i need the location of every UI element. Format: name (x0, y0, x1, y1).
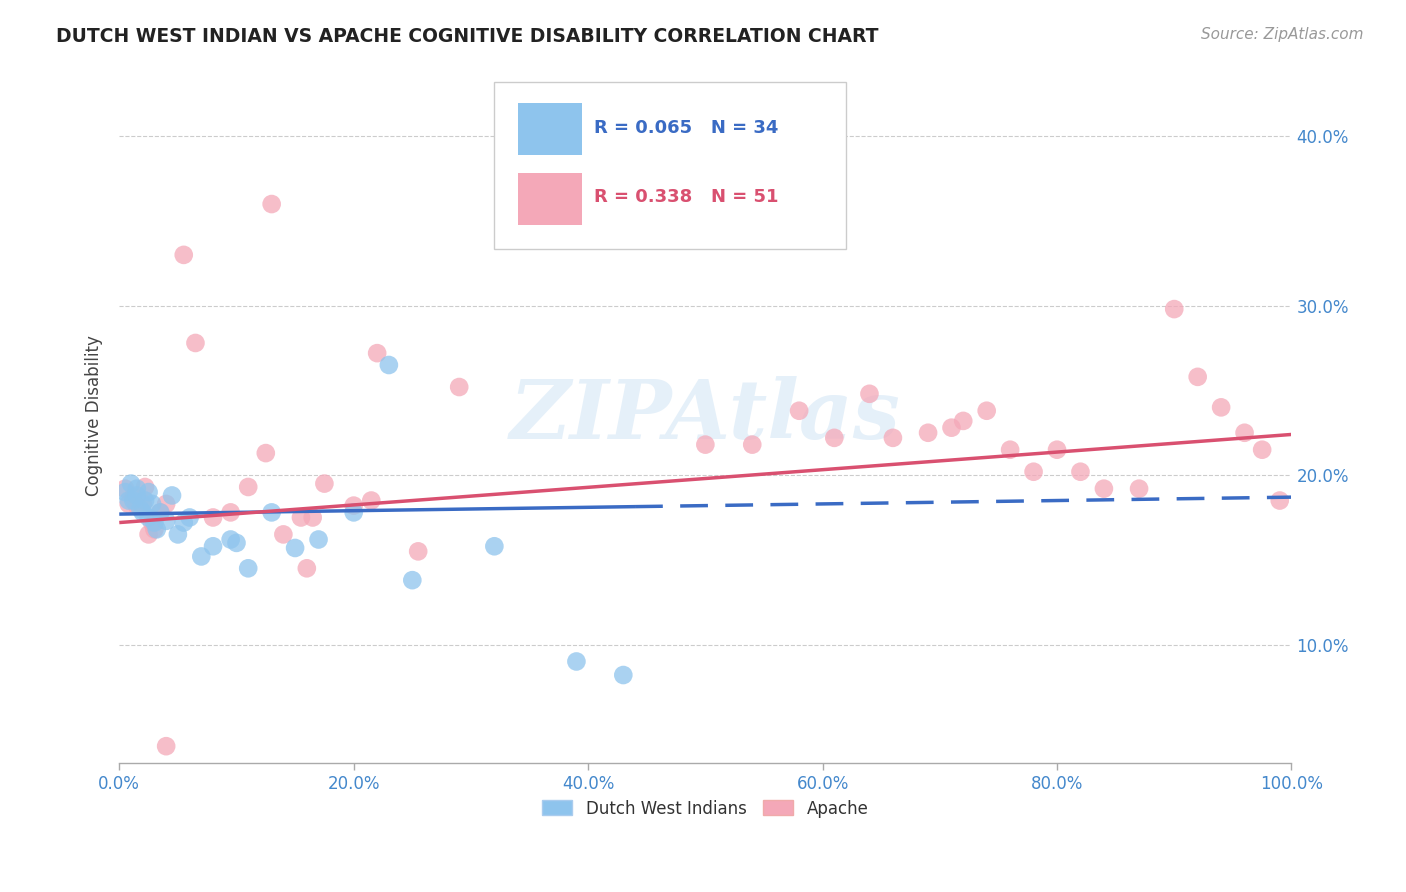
Point (173, 516, 195, 530)
Point (155, 497, 177, 511)
Point (132, 505, 155, 519)
Point (787, 403, 810, 417)
Point (378, 358, 401, 372)
Point (301, 510, 323, 524)
Text: DUTCH WEST INDIAN VS APACHE COGNITIVE DISABILITY CORRELATION CHART: DUTCH WEST INDIAN VS APACHE COGNITIVE DI… (56, 27, 879, 45)
Point (449, 380, 471, 394)
Point (138, 527, 160, 541)
Point (823, 431, 845, 445)
Point (155, 514, 177, 528)
Point (146, 522, 169, 536)
Point (976, 403, 998, 417)
Text: R = 0.065   N = 34: R = 0.065 N = 34 (593, 119, 779, 136)
Point (238, 480, 260, 494)
FancyBboxPatch shape (517, 103, 582, 155)
Point (1187, 369, 1209, 384)
Point (143, 522, 166, 536)
Point (484, 539, 506, 553)
Point (219, 533, 242, 547)
Text: ZIPAtlas: ZIPAtlas (510, 376, 901, 456)
Point (190, 549, 212, 564)
Point (1251, 442, 1274, 457)
Point (114, 482, 136, 496)
Point (1022, 465, 1045, 479)
Point (952, 414, 974, 428)
Point (184, 336, 207, 351)
Point (1046, 442, 1069, 457)
Point (149, 505, 172, 519)
Point (129, 502, 152, 516)
Point (160, 488, 183, 502)
Point (612, 668, 634, 682)
Point (132, 497, 155, 511)
Point (125, 499, 148, 513)
Point (941, 420, 963, 434)
Point (314, 476, 336, 491)
Point (134, 480, 156, 494)
Point (406, 544, 429, 558)
Point (141, 497, 163, 511)
Point (260, 197, 283, 211)
Point (284, 541, 307, 555)
Point (122, 493, 145, 508)
Point (149, 505, 172, 519)
Point (138, 510, 160, 524)
FancyBboxPatch shape (495, 82, 846, 249)
Point (238, 561, 260, 575)
Point (295, 561, 318, 575)
Point (167, 527, 190, 541)
Point (202, 539, 225, 553)
Point (225, 536, 247, 550)
Point (308, 533, 330, 547)
Text: R = 0.338   N = 51: R = 0.338 N = 51 (593, 188, 779, 206)
Point (741, 437, 763, 451)
FancyBboxPatch shape (517, 173, 582, 225)
Point (565, 655, 588, 669)
Point (1233, 425, 1256, 440)
Point (260, 505, 283, 519)
Point (138, 485, 160, 500)
Legend: Dutch West Indians, Apache: Dutch West Indians, Apache (536, 793, 875, 824)
Point (173, 248, 195, 262)
Point (143, 516, 166, 530)
Point (366, 346, 388, 360)
Point (858, 386, 880, 401)
Point (882, 431, 904, 445)
Point (1092, 482, 1115, 496)
Point (1211, 401, 1233, 415)
Y-axis label: Cognitive Disability: Cognitive Disability (86, 335, 103, 496)
Point (125, 488, 148, 502)
Point (219, 505, 242, 519)
Point (120, 476, 142, 491)
Point (290, 510, 312, 524)
Text: Source: ZipAtlas.com: Source: ZipAtlas.com (1201, 27, 1364, 42)
Point (1128, 482, 1150, 496)
Point (254, 446, 277, 460)
Point (1163, 302, 1185, 317)
Point (343, 499, 366, 513)
Point (141, 516, 163, 530)
Point (360, 493, 382, 508)
Point (114, 485, 136, 500)
Point (401, 573, 423, 587)
Point (122, 490, 145, 504)
Point (118, 497, 141, 511)
Point (179, 510, 201, 524)
Point (1069, 465, 1091, 479)
Point (155, 739, 177, 754)
Point (917, 425, 939, 440)
Point (134, 493, 156, 508)
Point (202, 510, 225, 524)
Point (273, 527, 295, 541)
Point (695, 437, 717, 451)
Point (125, 482, 148, 496)
Point (118, 493, 141, 508)
Point (343, 505, 366, 519)
Point (998, 442, 1021, 457)
Point (1268, 493, 1291, 508)
